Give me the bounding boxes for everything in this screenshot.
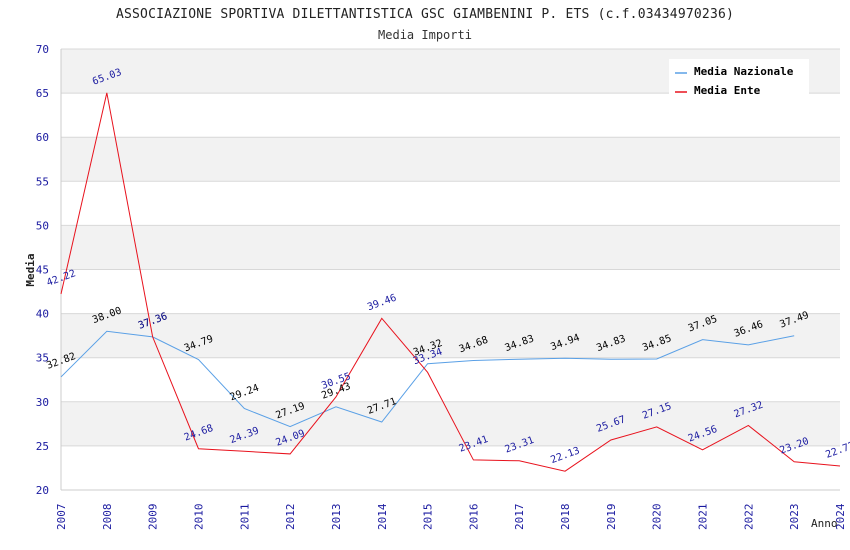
grid-band bbox=[61, 225, 840, 270]
y-tick-label: 20 bbox=[36, 484, 49, 497]
y-axis-ticks: 20 25 30 35 40 45 50 55 60 65 70 bbox=[36, 43, 49, 497]
axes bbox=[60, 49, 840, 491]
grid-band bbox=[61, 401, 840, 446]
chart-title: ASSOCIAZIONE SPORTIVA DILETTANTISTICA GS… bbox=[116, 7, 734, 22]
y-tick-label: 50 bbox=[36, 219, 49, 232]
x-tick-label: 2007 bbox=[55, 504, 68, 531]
x-tick-label: 2020 bbox=[651, 504, 664, 531]
x-tick-label: 2015 bbox=[422, 504, 435, 531]
x-tick-label: 2014 bbox=[376, 503, 389, 530]
x-axis-ticks: 2007 2008 2009 2010 2011 2012 2013 2014 2015 2016… bbox=[55, 503, 847, 530]
x-axis-label: Anno bbox=[811, 517, 838, 530]
x-tick-label: 2009 bbox=[147, 504, 160, 531]
legend-label-nazionale: Media Nazionale bbox=[694, 65, 794, 78]
y-tick-label: 40 bbox=[36, 308, 49, 321]
x-tick-label: 2018 bbox=[559, 504, 572, 531]
legend: Media Nazionale Media Ente bbox=[669, 59, 809, 99]
series-line-0 bbox=[60, 330, 795, 428]
x-tick-label: 2022 bbox=[742, 504, 755, 531]
x-tick-label: 2019 bbox=[605, 504, 618, 531]
x-tick-label: 2024 bbox=[834, 503, 847, 530]
y-tick-label: 70 bbox=[36, 43, 49, 56]
y-tick-label: 65 bbox=[36, 87, 49, 100]
data-label-1: 39.46 bbox=[366, 293, 398, 314]
y-tick-label: 25 bbox=[36, 440, 49, 453]
grid-bands bbox=[61, 49, 840, 446]
x-tick-label: 2016 bbox=[467, 504, 480, 531]
y-tick-label: 55 bbox=[36, 175, 49, 188]
series-lines bbox=[60, 92, 841, 472]
chart-subtitle: Media Importi bbox=[378, 28, 472, 42]
x-tick-label: 2021 bbox=[697, 504, 710, 531]
data-label-0: 29.24 bbox=[229, 383, 261, 404]
x-tick-label: 2017 bbox=[513, 504, 526, 531]
x-tick-label: 2011 bbox=[238, 504, 251, 531]
gridlines bbox=[61, 48, 840, 491]
x-tick-label: 2023 bbox=[788, 504, 801, 531]
y-tick-label: 60 bbox=[36, 131, 49, 144]
y-tick-label: 45 bbox=[36, 264, 49, 277]
y-axis-label: Media bbox=[24, 253, 37, 286]
legend-box bbox=[669, 59, 809, 99]
series-line-1 bbox=[60, 92, 841, 472]
grid-band bbox=[61, 137, 840, 182]
x-tick-label: 2008 bbox=[101, 504, 114, 531]
y-tick-label: 30 bbox=[36, 396, 49, 409]
x-tick-label: 2010 bbox=[192, 504, 205, 531]
x-tick-label: 2012 bbox=[284, 504, 297, 531]
legend-label-ente: Media Ente bbox=[694, 84, 761, 97]
x-tick-label: 2013 bbox=[330, 504, 343, 531]
y-tick-label: 35 bbox=[36, 352, 49, 365]
grid-band bbox=[61, 313, 840, 358]
